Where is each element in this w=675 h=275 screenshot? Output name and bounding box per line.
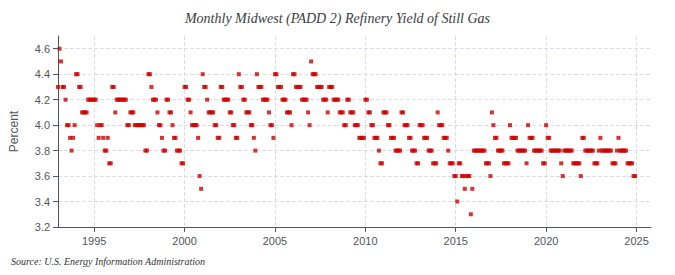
svg-text:4.4: 4.4 — [35, 68, 50, 80]
svg-text:3.2: 3.2 — [35, 221, 50, 233]
svg-text:Source: U.S. Energy Informatio: Source: U.S. Energy Information Administ… — [11, 256, 205, 267]
svg-text:3.4: 3.4 — [35, 196, 50, 208]
svg-text:4.6: 4.6 — [35, 43, 50, 55]
svg-text:Percent: Percent — [7, 110, 21, 152]
svg-text:1995: 1995 — [82, 235, 106, 247]
svg-text:2015: 2015 — [444, 235, 468, 247]
svg-text:2025: 2025 — [624, 235, 648, 247]
svg-text:Monthly Midwest (PADD 2) Refin: Monthly Midwest (PADD 2) Refinery Yield … — [184, 11, 491, 27]
svg-text:3.6: 3.6 — [35, 170, 50, 182]
svg-text:4.0: 4.0 — [35, 119, 50, 131]
svg-text:2005: 2005 — [263, 235, 287, 247]
svg-text:3.8: 3.8 — [35, 145, 50, 157]
svg-text:2020: 2020 — [534, 235, 558, 247]
svg-text:2000: 2000 — [172, 235, 196, 247]
svg-text:4.2: 4.2 — [35, 94, 50, 106]
svg-text:2010: 2010 — [353, 235, 377, 247]
